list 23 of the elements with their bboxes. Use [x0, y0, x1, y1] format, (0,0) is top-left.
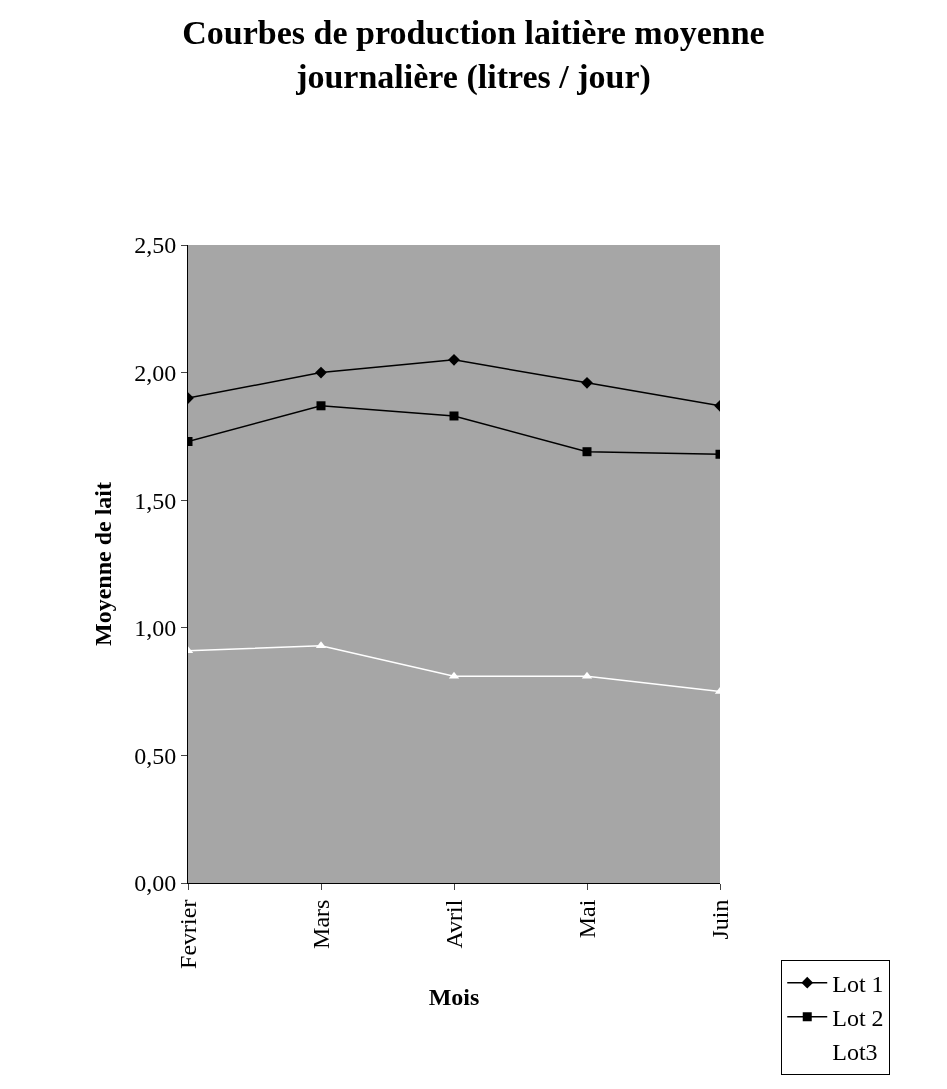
point — [449, 411, 459, 421]
y-tick-label: 1,50 — [134, 487, 177, 514]
y-tick-label: 2,50 — [134, 232, 177, 259]
y-tick-label: 2,00 — [134, 360, 177, 386]
text: Lot3 — [832, 1039, 878, 1066]
point — [315, 366, 327, 379]
y-tick-label: 0,50 — [134, 742, 177, 769]
x-tick-label: Mars — [307, 899, 334, 949]
legend-label: Lot 2 — [832, 1005, 884, 1032]
x-axis-title: Mois — [428, 984, 480, 1011]
x-tick-label: Fevrier — [174, 899, 201, 969]
x-tick-label: Mai — [573, 899, 600, 939]
point — [448, 353, 460, 366]
point — [582, 447, 592, 457]
point — [316, 401, 326, 411]
y-tick-label: 0,00 — [134, 870, 177, 897]
y-axis-title: Moyenne de lait — [90, 482, 117, 646]
x-tick-label: Avril — [440, 899, 467, 949]
y-tick-label: 1,00 — [134, 615, 177, 642]
x-tick-label: Juin — [706, 899, 733, 940]
point — [581, 376, 593, 389]
chart-title: Courbes de production laitière moyenne journalière (litres / jour) — [182, 13, 765, 96]
legend-label: Lot 1 — [832, 971, 884, 998]
